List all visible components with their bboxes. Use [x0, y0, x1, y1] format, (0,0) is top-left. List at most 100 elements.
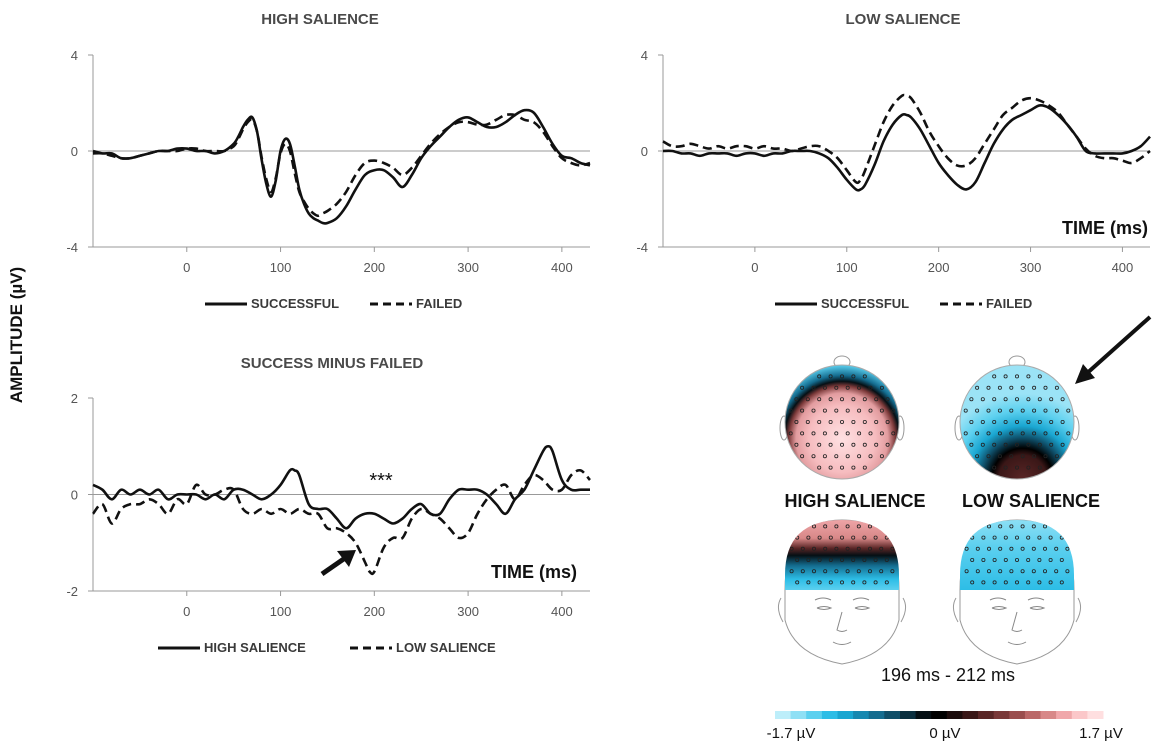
electrode-dot	[862, 580, 867, 585]
electrode-dot	[1003, 465, 1008, 470]
colorbar-min-label: -1.7 µV	[767, 725, 816, 742]
electrode-dot	[879, 454, 884, 459]
legend-label: SUCCESSFUL	[251, 296, 339, 311]
y-tick-label: -4	[636, 240, 648, 255]
chart-title: HIGH SALIENCE	[261, 11, 379, 28]
colorbar-swatch	[946, 711, 963, 719]
electrode-dot	[1038, 514, 1041, 517]
electrode-dot	[845, 385, 850, 390]
electrode-dot	[1020, 454, 1025, 459]
electrode-dot	[834, 454, 839, 459]
x-tick-label: 400	[551, 604, 573, 619]
y-tick-label: 4	[641, 48, 648, 63]
electrode-dot	[828, 535, 833, 540]
electrode-dot	[800, 385, 805, 390]
electrode-dot	[1037, 558, 1042, 563]
y-tick-label: -4	[66, 240, 78, 255]
x-axis-label: TIME (ms)	[1062, 218, 1148, 238]
legend-label: LOW SALIENCE	[396, 640, 496, 655]
electrode-dot	[1043, 454, 1048, 459]
electrode-dot	[1048, 558, 1053, 563]
electrode-dot	[845, 524, 850, 529]
electrode-dot	[868, 431, 873, 436]
electrode-dot	[1031, 524, 1036, 529]
electrode-dot	[1054, 569, 1059, 574]
colorbar-mid-label: 0 µV	[929, 725, 960, 742]
electrode-dot	[845, 408, 850, 413]
electrode-dot	[1037, 374, 1042, 379]
electrode-dot	[817, 558, 822, 563]
electrode-dot	[1026, 465, 1031, 470]
electrode-dot	[873, 535, 878, 540]
colorbar-swatch	[1087, 711, 1104, 719]
electrode-dot	[817, 465, 822, 470]
chart-title: SUCCESS MINUS FAILED	[241, 355, 424, 372]
electrode-dot	[992, 442, 997, 447]
electrode-dot	[873, 580, 878, 585]
electrode-dot	[874, 397, 879, 402]
electrode-dot	[1009, 408, 1014, 413]
electrode-dot	[1020, 431, 1025, 436]
electrode-dot	[851, 419, 856, 424]
electrode-dot	[964, 546, 969, 551]
electrode-dot	[818, 514, 821, 517]
electrode-dot	[986, 431, 991, 436]
electrode-dot	[840, 580, 845, 585]
electrode-dot	[993, 514, 996, 517]
series-line-successful	[662, 104, 1151, 192]
electrode-dot	[963, 408, 968, 413]
electrode-dot	[963, 431, 968, 436]
time-window-label: 196 ms - 212 ms	[881, 665, 1015, 685]
electrode-dot	[822, 454, 827, 459]
electrode-dot	[828, 397, 833, 402]
electrode-dot	[1026, 535, 1031, 540]
electrode-dot	[806, 580, 811, 585]
chart-title: LOW SALIENCE	[846, 11, 961, 28]
electrode-dot	[823, 524, 828, 529]
electrode-dot	[1048, 580, 1053, 585]
electrode-dot	[980, 442, 985, 447]
electrode-dot	[1043, 385, 1048, 390]
electrode-dot	[840, 419, 845, 424]
electrode-dot	[868, 408, 873, 413]
electrode-dot	[1003, 419, 1008, 424]
electrode-dot	[1015, 374, 1020, 379]
electrode-dot	[851, 465, 856, 470]
significance-marker: ***	[369, 470, 393, 492]
electrode-dot	[1060, 442, 1065, 447]
electrode-dot	[1003, 442, 1008, 447]
topomap-high-front	[777, 514, 907, 665]
electrode-dot	[794, 442, 799, 447]
electrode-dot	[862, 558, 867, 563]
electrode-dot	[829, 514, 832, 517]
electrode-dot	[1020, 569, 1025, 574]
electrode-dot	[794, 419, 799, 424]
electrode-dot	[800, 569, 805, 574]
legend-label: FAILED	[416, 296, 462, 311]
chart-success-minus-failed: SUCCESS MINUS FAILED -2 0 2 0 100 200 300 400 HIG…	[66, 355, 591, 655]
electrode-dot	[1043, 546, 1048, 551]
electrode-dot	[1037, 580, 1042, 585]
electrode-dot	[857, 385, 862, 390]
electrode-dot	[812, 546, 817, 551]
electrode-dot	[817, 535, 822, 540]
electrode-dot	[1020, 385, 1025, 390]
electrode-dot	[862, 442, 867, 447]
electrode-dot	[811, 385, 816, 390]
colorbar-swatch	[853, 711, 870, 719]
topomap-label-high: HIGH SALIENCE	[784, 491, 925, 511]
colorbar-max-label: 1.7 µV	[1079, 725, 1123, 742]
electrode-dot	[1009, 546, 1014, 551]
electrode-dot	[868, 569, 873, 574]
electrode-dot	[1037, 442, 1042, 447]
electrode-dot	[1003, 397, 1008, 402]
electrode-dot	[975, 385, 980, 390]
electrode-dot	[1054, 431, 1059, 436]
electrode-dot	[863, 514, 866, 517]
electrode-dot	[817, 442, 822, 447]
electrode-dot	[998, 569, 1003, 574]
colorbar-swatch	[1009, 711, 1026, 719]
x-tick-label: 400	[551, 260, 573, 275]
y-tick-label: 4	[71, 48, 78, 63]
electrode-dot	[975, 569, 980, 574]
